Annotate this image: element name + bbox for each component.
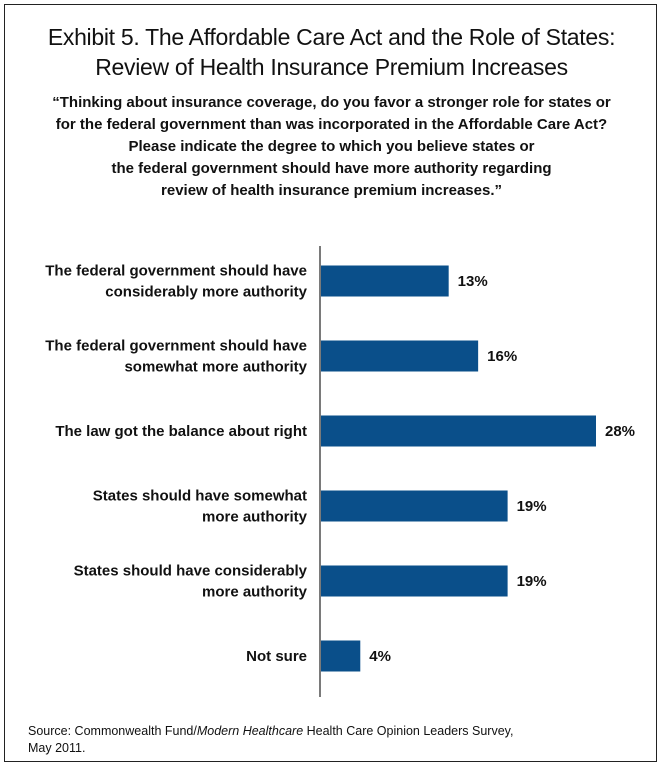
bar-1 [321,265,449,297]
source-publication: Modern Healthcare [196,724,304,738]
category-label-1-line-2: considerably more authority [105,284,307,301]
value-label-4: 19% [517,498,547,515]
category-label-3-line-1: The law got the balance about right [55,423,307,440]
chart-title: Exhibit 5. The Affordable Care Act and t… [0,22,663,82]
source-prefix: Source: Commonwealth Fund/ [28,724,197,738]
chart-title-line-2: Review of Health Insurance Premium Incre… [95,54,568,80]
category-label-5-line-2: more authority [202,584,308,601]
source-suffix: Health Care Opinion Leaders Survey, [303,724,514,738]
category-label-1-line-1: The federal government should have [45,263,307,280]
exhibit-frame [4,4,657,762]
bar-5 [321,565,508,597]
value-label-6: 4% [369,648,391,665]
chart-title-line-1: Exhibit 5. The Affordable Care Act and t… [47,24,616,50]
category-label-5-line-1: States should have considerably [74,563,308,580]
bar-2 [321,340,479,372]
value-label-5: 19% [517,573,547,590]
bar-6 [321,640,361,672]
source-note: Source: Commonwealth Fund/Modern Healthc… [28,723,643,757]
source-date: May 2011. [28,741,86,755]
category-label-4-line-2: more authority [202,509,308,526]
category-label-4-line-1: States should have somewhat [93,488,307,505]
category-label-6-line-1: Not sure [246,648,307,665]
survey-question-line-1: “Thinking about insurance coverage, do y… [52,94,611,111]
survey-question-line-4: the federal government should have more … [111,160,552,177]
value-label-2: 16% [487,348,517,365]
category-label-2-line-2: somewhat more authority [124,359,307,376]
survey-question: “Thinking about insurance coverage, do y… [0,92,663,202]
value-label-3: 28% [605,423,635,440]
survey-question-line-3: Please indicate the degree to which you … [128,138,535,155]
survey-question-line-5: review of health insurance premium incre… [161,182,502,199]
bar-3 [321,415,596,447]
bar-4 [321,490,508,522]
category-label-2-line-1: The federal government should have [45,338,307,355]
survey-question-line-2: for the federal government than was inco… [55,116,608,133]
value-label-1: 13% [458,273,488,290]
